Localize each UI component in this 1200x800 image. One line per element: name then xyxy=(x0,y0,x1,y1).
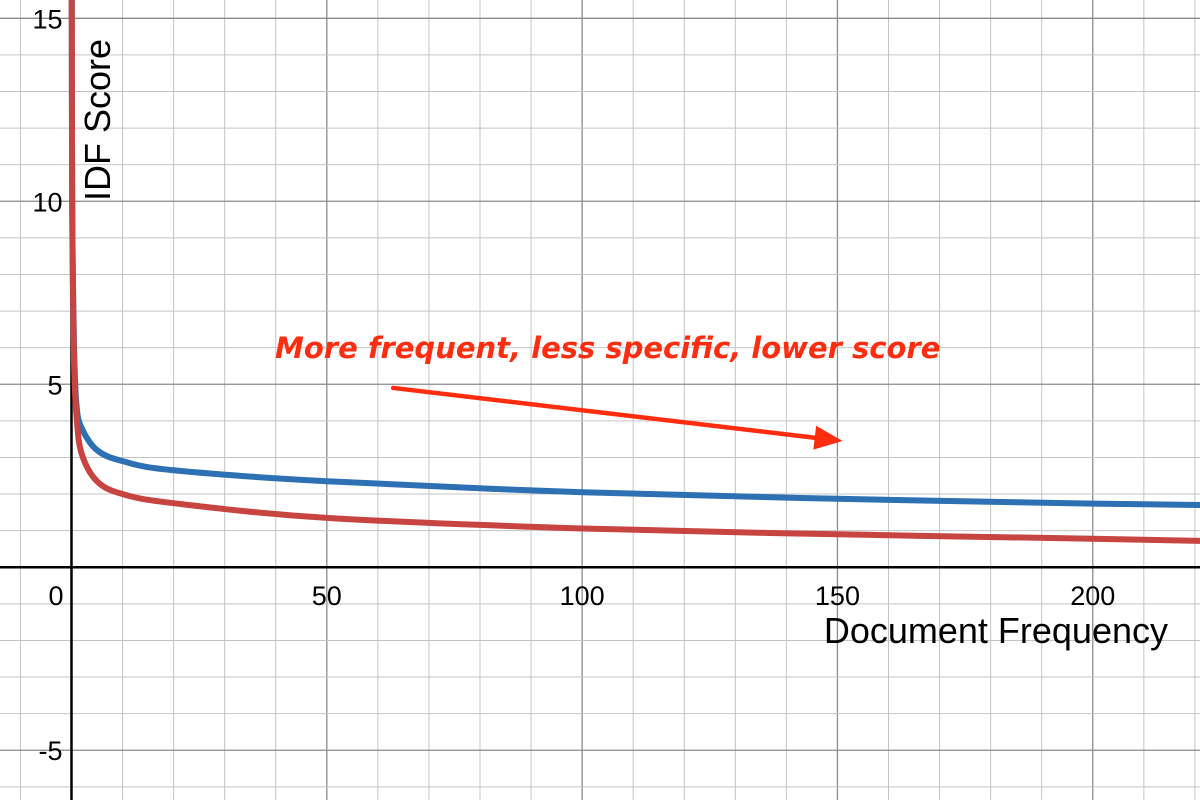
annotation-arrow-head xyxy=(813,425,843,450)
y-tick-label: 5 xyxy=(47,370,62,400)
x-axis-title: Document Frequency xyxy=(824,610,1168,651)
series-line-2 xyxy=(68,0,1200,544)
annotation-text: More frequent, less specific, lower scor… xyxy=(275,331,940,365)
series-group xyxy=(68,0,1200,544)
x-tick-label: 150 xyxy=(815,581,860,611)
y-tick-label: 15 xyxy=(32,4,62,34)
x-tick-label: 0 xyxy=(48,581,63,611)
annotation: More frequent, less specific, lower scor… xyxy=(275,331,940,450)
tick-labels: 0 50 100 150 200 -5 5 10 15 xyxy=(32,4,1115,766)
y-axis-title: IDF Score xyxy=(77,39,118,201)
x-tick-label: 200 xyxy=(1070,581,1115,611)
y-tick-label: 10 xyxy=(32,187,62,217)
x-tick-label: 100 xyxy=(560,581,605,611)
x-tick-label: 50 xyxy=(312,581,342,611)
series-line-1 xyxy=(68,0,1200,509)
y-tick-label: -5 xyxy=(38,736,62,766)
annotation-arrow-shaft xyxy=(390,385,817,440)
